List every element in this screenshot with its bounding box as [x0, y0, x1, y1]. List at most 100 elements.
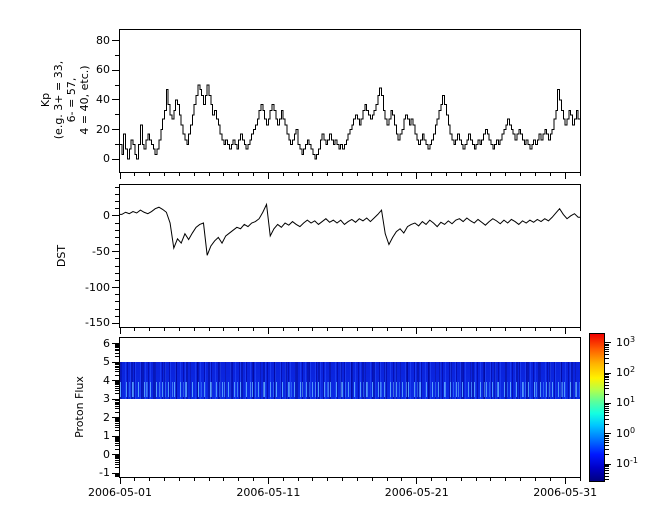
x-minor-tick — [149, 327, 151, 331]
x-minor-tick — [460, 327, 462, 331]
x-minor-tick — [401, 477, 403, 481]
dst-panel: 0 -50 -100 -150 — [85, 184, 581, 334]
x-minor-tick — [327, 172, 329, 176]
y-major-tick — [112, 435, 119, 437]
x-minor-tick — [475, 172, 477, 176]
y-tick-label: 0 — [103, 152, 110, 166]
y-major-tick — [112, 99, 119, 101]
colorbar-tick-exponent: 2 — [630, 365, 636, 375]
y-minor-tick — [115, 308, 119, 310]
colorbar-minor-tick — [605, 345, 609, 347]
kp-line — [120, 84, 580, 160]
colorbar-tick-exponent: 1 — [630, 395, 636, 405]
colorbar-minor-tick — [605, 346, 609, 348]
y-minor-tick — [115, 445, 119, 447]
colorbar-tick-label: 101 — [616, 395, 635, 409]
y-minor-tick — [115, 475, 119, 477]
y-major-tick — [112, 251, 119, 253]
y-minor-tick — [115, 459, 119, 461]
y-minor-tick — [115, 422, 119, 424]
y-minor-tick — [115, 258, 119, 260]
kp-axis-title-line2: (e.g. 3+ = 33, — [52, 60, 65, 140]
colorbar-minor-tick — [605, 349, 609, 350]
y-tick-label: 20 — [96, 122, 110, 136]
kp-panel: 0 20 40 60 80 — [96, 29, 581, 179]
y-tick-label: -150 — [85, 316, 110, 330]
x-minor-tick — [342, 172, 344, 176]
x-major-tick — [564, 327, 566, 334]
colorbar-tick-label: 10-1 — [616, 456, 638, 470]
colorbar-tick-exponent: 0 — [630, 425, 636, 435]
x-minor-tick — [223, 477, 225, 481]
colorbar-tick-exponent: -1 — [630, 456, 638, 466]
x-minor-tick — [178, 477, 180, 481]
x-minor-tick — [327, 477, 329, 481]
colorbar-tick-base: 10 — [616, 366, 630, 380]
x-minor-tick — [134, 477, 136, 481]
y-tick-label: 80 — [96, 33, 110, 47]
x-minor-tick — [282, 477, 284, 481]
colorbar-minor-tick — [605, 439, 609, 441]
y-minor-tick — [115, 352, 119, 354]
y-tick-label: -50 — [92, 244, 110, 258]
y-minor-tick — [115, 404, 119, 406]
colorbar-minor-tick — [605, 454, 609, 456]
y-tick-label: 0 — [103, 208, 110, 222]
x-minor-tick — [178, 172, 180, 176]
x-minor-tick — [505, 477, 507, 481]
colorbar-minor-tick — [605, 384, 609, 386]
y-minor-tick — [115, 301, 119, 303]
x-axis-date-label: 2006-05-31 — [533, 486, 598, 499]
x-major-tick — [416, 477, 418, 484]
y-minor-tick — [115, 401, 119, 403]
y-major-tick — [112, 69, 119, 71]
x-minor-tick — [342, 327, 344, 331]
y-minor-tick — [115, 200, 119, 202]
x-minor-tick — [371, 172, 373, 176]
x-minor-tick — [164, 477, 166, 481]
y-minor-tick — [115, 461, 119, 463]
colorbar-minor-tick — [605, 442, 609, 444]
proton-flux-band-streaks — [120, 382, 580, 397]
x-major-tick — [267, 477, 269, 484]
x-minor-tick — [193, 327, 195, 331]
x-minor-tick — [178, 327, 180, 331]
y-minor-tick — [115, 380, 119, 382]
colorbar-minor-tick — [605, 377, 609, 379]
y-minor-tick — [115, 424, 119, 426]
x-minor-tick — [475, 477, 477, 481]
x-minor-tick — [356, 172, 358, 176]
x-minor-tick — [149, 172, 151, 176]
dst-axis-title: DST — [55, 244, 68, 268]
y-minor-tick — [115, 272, 119, 274]
colorbar-major-tick — [605, 433, 611, 435]
colorbar-tick-base: 10 — [616, 335, 630, 349]
y-minor-tick — [115, 362, 119, 364]
colorbar-minor-tick — [605, 472, 609, 474]
y-minor-tick — [115, 457, 119, 459]
x-minor-tick — [208, 477, 210, 481]
x-minor-tick — [579, 477, 581, 481]
colorbar-minor-tick — [605, 375, 609, 377]
colorbar-minor-tick — [605, 479, 609, 481]
x-minor-tick — [223, 172, 225, 176]
x-major-tick — [564, 172, 566, 179]
colorbar-minor-tick — [605, 388, 609, 390]
colorbar-tick-label: 103 — [616, 335, 635, 349]
y-tick-label: -1 — [99, 466, 110, 480]
colorbar-tick-exponent: 3 — [630, 334, 636, 344]
proton-flux-band — [120, 362, 580, 399]
colorbar-minor-tick — [605, 436, 609, 438]
x-minor-tick — [520, 477, 522, 481]
y-major-tick — [112, 454, 119, 456]
x-minor-tick — [371, 327, 373, 331]
y-minor-tick — [115, 367, 119, 369]
x-minor-tick — [312, 477, 314, 481]
colorbar-minor-tick — [605, 381, 609, 383]
y-minor-tick — [115, 356, 119, 357]
y-minor-tick — [115, 408, 119, 410]
y-tick-label: 0 — [103, 447, 110, 461]
x-major-tick — [267, 172, 269, 179]
y-minor-tick — [115, 402, 119, 404]
